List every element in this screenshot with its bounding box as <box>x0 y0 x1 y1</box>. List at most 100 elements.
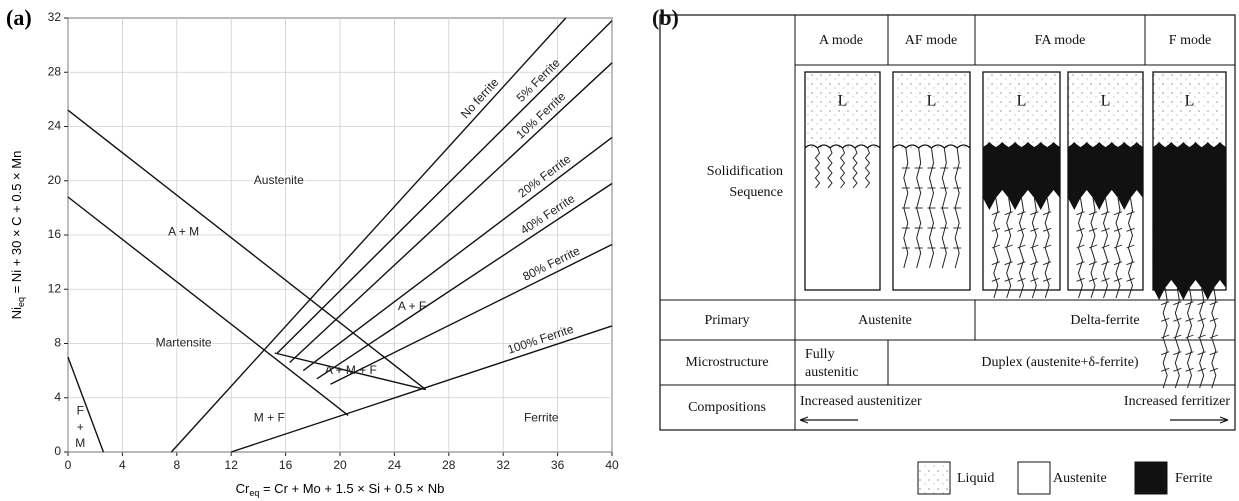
y-tick-label: 28 <box>48 64 62 78</box>
figure-canvas: (a) Creq = Cr + Mo + 1.5 × Si + 0.5 × Nb… <box>0 0 1239 501</box>
dendrite-arm <box>1173 302 1181 305</box>
liquid-mark: L <box>1101 93 1111 110</box>
y-tick-label: 12 <box>48 281 62 295</box>
dendrite-arm <box>992 262 1000 265</box>
dendrite-arm <box>1005 245 1013 248</box>
dendrite-arm <box>1161 352 1169 355</box>
cell-text: Fully <box>805 347 835 362</box>
dendrite-arm <box>1077 245 1085 248</box>
x-tick-label: 12 <box>225 458 239 472</box>
dendrite-arm <box>1210 352 1218 355</box>
mode-header: AF mode <box>905 33 958 48</box>
dendrite-arm <box>1198 352 1206 355</box>
liquid-mark: L <box>1017 93 1027 110</box>
panel-label: (b) <box>652 5 679 30</box>
line-label: No ferrite <box>458 75 502 121</box>
dendrite-arm <box>1077 262 1085 265</box>
dendrite-arm <box>1005 262 1013 265</box>
boundary-line <box>68 110 426 389</box>
panel-a: (a) Creq = Cr + Mo + 1.5 × Si + 0.5 × Nb… <box>6 5 619 498</box>
dendrite-arm <box>1102 245 1110 248</box>
y-tick-label: 24 <box>48 119 62 133</box>
dendrite-arm <box>1030 245 1038 248</box>
dendrite-arm <box>1114 245 1122 248</box>
panel-label: (a) <box>6 5 32 30</box>
sketch-liquid <box>983 72 1060 148</box>
boundary-line <box>290 63 612 363</box>
legend-swatch <box>918 462 950 494</box>
legend-label: Austenite <box>1053 471 1107 486</box>
dendrite-arm <box>1210 302 1218 305</box>
cell-text: Austenite <box>858 313 912 328</box>
x-axis-title: Creq = Cr + Mo + 1.5 × Si + 0.5 × Nb <box>236 481 445 498</box>
x-tick-label: 28 <box>442 458 456 472</box>
legend-label: Liquid <box>957 471 994 486</box>
x-tick-label: 8 <box>173 458 180 472</box>
dendrite-arm <box>1114 262 1122 265</box>
row-label: Compositions <box>688 400 766 415</box>
dendrite-arm <box>1127 262 1135 265</box>
row-label: Microstructure <box>685 355 768 370</box>
dendrite-arm <box>1043 262 1051 265</box>
cell-text: Increased ferritizer <box>1124 394 1230 409</box>
legend-swatch <box>1018 462 1050 494</box>
panel-b: (b) A mode AF mode FA mode F mode Solidi… <box>652 5 1235 494</box>
boundary-line <box>277 21 612 353</box>
y-axis-title: Nieq = Ni + 30 × C + 0.5 × Mn <box>9 151 26 320</box>
liquid-mark: L <box>927 93 937 110</box>
boundary-line <box>68 357 103 452</box>
y-tick-label: 4 <box>54 390 61 404</box>
x-title-sub: eq <box>249 488 259 498</box>
sketch-liquid <box>1068 72 1143 148</box>
x-tick-label: 32 <box>497 458 511 472</box>
cell-text: austenitic <box>805 365 859 380</box>
dendrite-arm <box>1077 212 1085 215</box>
x-tick-label: 24 <box>388 458 402 472</box>
dendrite-arm <box>1186 302 1194 305</box>
y-tick-label: 20 <box>48 173 62 187</box>
dendrite-arm <box>992 212 1000 215</box>
dendrite-arm <box>1018 245 1026 248</box>
dendrite-arm <box>1198 302 1206 305</box>
dendrite-arm <box>1161 335 1169 338</box>
dendrite-arm <box>1161 302 1169 305</box>
dendrite-arm <box>1198 335 1206 338</box>
y-title-sub: eq <box>16 297 26 307</box>
line-label: 20% Ferrite <box>515 152 573 201</box>
y-title-rest: = Ni + 30 × C + 0.5 × Mn <box>9 151 24 297</box>
mode-header: F mode <box>1169 33 1211 48</box>
boundary-line <box>317 184 612 379</box>
line-label: 100% Ferrite <box>506 322 576 357</box>
dendrite-arm <box>1018 262 1026 265</box>
x-tick-label: 36 <box>551 458 565 472</box>
dendrite-arm <box>1030 262 1038 265</box>
legend-label: Ferrite <box>1175 471 1212 486</box>
y-tick-label: 0 <box>54 444 61 458</box>
dendrite-arm <box>1186 352 1194 355</box>
cell-text: Increased austenitizer <box>800 394 922 409</box>
dendrite-arm <box>1173 352 1181 355</box>
dendrite <box>866 148 870 188</box>
sketch-liquid <box>805 72 880 148</box>
x-title-rest: = Cr + Mo + 1.5 × Si + 0.5 × Nb <box>259 481 444 496</box>
legend-swatch <box>1135 462 1167 494</box>
dendrite-arm <box>1173 335 1181 338</box>
region-label: M <box>75 436 85 450</box>
liquid-mark: L <box>838 93 848 110</box>
mode-header: A mode <box>819 33 863 48</box>
y-tick-label: 16 <box>48 227 62 241</box>
row-label: Sequence <box>729 185 783 200</box>
region-label: Martensite <box>156 336 212 350</box>
sketch-liquid <box>1153 72 1226 148</box>
region-label: M + F <box>254 410 285 424</box>
liquid-mark: L <box>1185 93 1195 110</box>
sketch-liquid <box>893 72 970 148</box>
region-label: A + F <box>398 299 426 313</box>
x-tick-label: 40 <box>605 458 619 472</box>
region-label: A + M + F <box>325 363 377 377</box>
figure: (a) Creq = Cr + Mo + 1.5 × Si + 0.5 × Nb… <box>0 0 1239 501</box>
dendrite-arm <box>1005 212 1013 215</box>
row-label: Primary <box>704 313 749 328</box>
dendrite-arm <box>1186 335 1194 338</box>
x-tick-label: 0 <box>65 458 72 472</box>
